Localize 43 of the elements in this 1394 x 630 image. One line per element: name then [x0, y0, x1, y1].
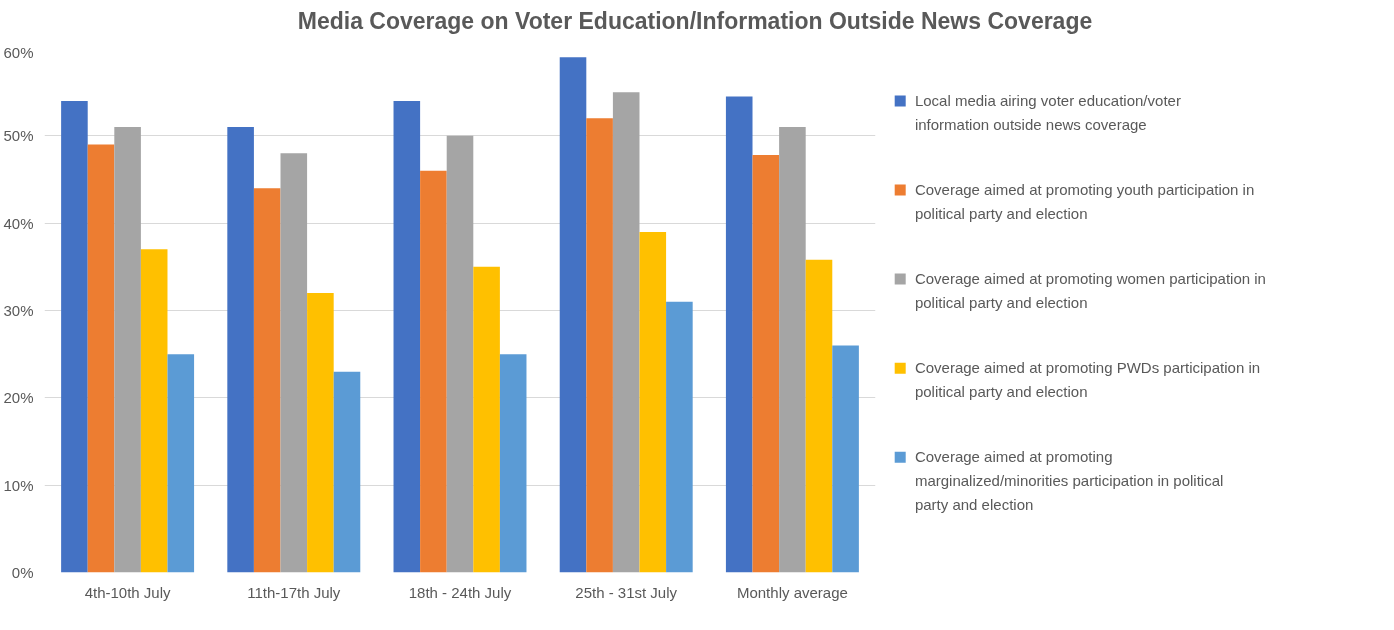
bar	[586, 118, 613, 573]
x-tick-label: 4th-10th July	[84, 583, 172, 601]
y-tick-label: 40%	[3, 214, 34, 232]
y-tick-label: 60%	[3, 43, 34, 61]
bar	[227, 126, 254, 573]
bar	[333, 371, 361, 573]
bar	[499, 354, 527, 573]
y-tick-label: 10%	[3, 476, 34, 494]
bar	[87, 144, 115, 573]
bar	[61, 100, 88, 573]
y-tick-label: 30%	[3, 301, 34, 319]
bar	[559, 57, 587, 573]
legend-label: Coverage aimed at promoting PWDs participation in political party and election	[914, 358, 1261, 400]
x-tick-label: Monthly average	[736, 583, 848, 601]
y-tick-label: 20%	[3, 389, 34, 407]
bar	[140, 249, 168, 573]
x-tick-label: 11th-17th July	[247, 583, 341, 601]
bar	[307, 292, 334, 573]
bar	[473, 266, 500, 573]
bar	[832, 345, 859, 573]
legend-label: Local media airing voter education/voter information outside news coverage	[914, 91, 1181, 133]
chart-title: Media Coverage on Voter Education/Information Outside News Coverage	[297, 7, 1093, 36]
legend-label: Coverage aimed at promoting marginalized/minorities participation in political party and election	[914, 448, 1224, 513]
bar	[253, 188, 281, 573]
bar	[666, 301, 693, 573]
y-tick-label: 0%	[11, 563, 34, 581]
y-tick-label: 50%	[3, 127, 34, 145]
bar	[420, 170, 447, 573]
bar	[725, 96, 753, 573]
legend-label: Coverage aimed at promoting women participation in political party and election	[914, 269, 1266, 311]
bar	[167, 354, 195, 573]
bar	[393, 100, 421, 573]
bar	[446, 135, 474, 573]
legend-label: Coverage aimed at promoting youth participation in political party and election	[914, 180, 1255, 222]
bar	[752, 154, 780, 573]
x-tick-label: 18th - 24th July	[408, 583, 512, 601]
bar	[280, 153, 308, 573]
x-tick-label: 25th - 31st July	[575, 583, 678, 601]
bar	[805, 259, 833, 573]
bar	[612, 92, 640, 573]
bar	[114, 126, 141, 573]
bar	[779, 126, 806, 573]
bar	[639, 231, 667, 573]
